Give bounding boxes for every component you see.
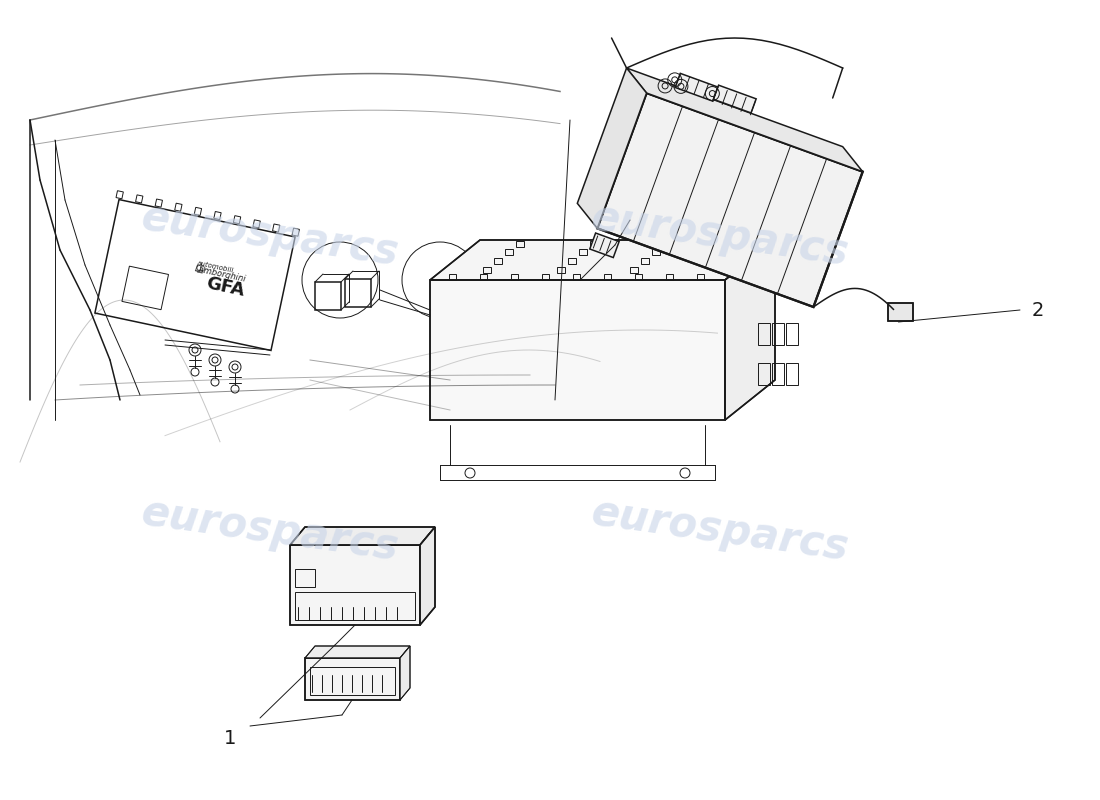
Bar: [579, 250, 586, 255]
Bar: [590, 241, 597, 246]
Bar: [273, 224, 279, 232]
Polygon shape: [627, 68, 862, 172]
Polygon shape: [590, 233, 619, 258]
Bar: [295, 569, 315, 587]
Bar: [253, 220, 261, 228]
Bar: [345, 279, 371, 307]
Bar: [573, 274, 580, 280]
Bar: [772, 363, 784, 385]
Bar: [568, 258, 575, 264]
Bar: [135, 195, 143, 203]
Polygon shape: [400, 646, 410, 700]
Bar: [116, 190, 123, 199]
Bar: [494, 258, 502, 264]
Text: eurosparcs: eurosparcs: [139, 491, 402, 569]
Text: 1: 1: [223, 729, 236, 747]
Bar: [666, 274, 672, 280]
Bar: [195, 207, 201, 215]
Bar: [604, 274, 611, 280]
Bar: [652, 250, 660, 255]
Bar: [449, 274, 455, 280]
Bar: [696, 274, 704, 280]
Bar: [786, 323, 798, 345]
Bar: [772, 323, 784, 345]
Polygon shape: [714, 85, 756, 113]
Bar: [483, 267, 491, 273]
Polygon shape: [725, 240, 775, 420]
Text: eurosparcs: eurosparcs: [588, 491, 851, 569]
Bar: [430, 280, 725, 420]
Bar: [758, 323, 770, 345]
Bar: [786, 363, 798, 385]
Bar: [315, 282, 341, 310]
Text: GFA: GFA: [205, 274, 246, 300]
Bar: [305, 658, 400, 700]
Bar: [293, 228, 299, 236]
Bar: [630, 267, 638, 273]
Bar: [480, 274, 486, 280]
Text: automobili: automobili: [196, 260, 234, 274]
Bar: [510, 274, 518, 280]
Bar: [175, 203, 182, 211]
Text: 2: 2: [1032, 301, 1044, 319]
Bar: [430, 280, 725, 420]
Bar: [290, 545, 420, 625]
Polygon shape: [420, 527, 434, 625]
Bar: [310, 667, 395, 695]
Bar: [641, 258, 649, 264]
Text: eurosparcs: eurosparcs: [588, 196, 851, 274]
Bar: [635, 274, 641, 280]
Bar: [541, 274, 549, 280]
Bar: [155, 199, 163, 207]
Bar: [758, 363, 770, 385]
Bar: [290, 545, 420, 625]
Bar: [516, 241, 524, 246]
Polygon shape: [675, 74, 718, 101]
Bar: [295, 592, 415, 620]
Polygon shape: [430, 240, 776, 280]
Text: Lamborghini: Lamborghini: [194, 264, 246, 284]
Polygon shape: [305, 646, 410, 658]
Polygon shape: [597, 93, 862, 307]
Bar: [213, 211, 221, 219]
Bar: [557, 267, 564, 273]
Polygon shape: [290, 527, 434, 545]
Bar: [305, 658, 400, 700]
Text: eurosparcs: eurosparcs: [139, 196, 402, 274]
Bar: [233, 216, 241, 224]
Bar: [889, 303, 913, 322]
Polygon shape: [578, 68, 647, 228]
Bar: [663, 241, 671, 246]
Text: ♔: ♔: [194, 262, 207, 278]
Bar: [505, 250, 513, 255]
Bar: [889, 303, 913, 322]
